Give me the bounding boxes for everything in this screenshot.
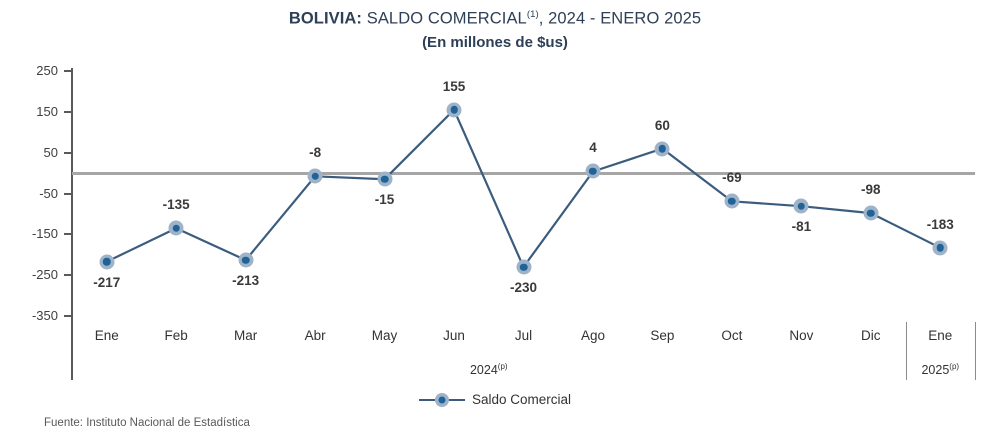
y-axis-tick [64, 315, 72, 317]
data-point-label: -98 [861, 182, 881, 198]
x-axis-group-separator [975, 322, 976, 380]
data-point-label: -213 [232, 273, 260, 289]
data-point-label: -81 [791, 219, 812, 235]
data-point-marker-center [311, 172, 319, 181]
y-axis-tick-label: 250 [36, 63, 58, 78]
data-point-marker-center [241, 256, 250, 264]
data-point-marker-center [658, 144, 667, 153]
y-axis-tick [64, 110, 72, 113]
chart-title-prefix: BOLIVIA: [288, 9, 363, 28]
x-axis-label-dic-11: Dic [861, 328, 881, 343]
data-point-marker[interactable] [307, 168, 323, 184]
data-point-marker[interactable] [238, 252, 254, 268]
data-point-label: -69 [722, 170, 742, 186]
y-axis-tick-label: -150 [31, 226, 58, 242]
data-point-label: -183 [926, 216, 954, 232]
y-axis-tick-label: -50 [39, 185, 58, 201]
data-point-label: 60 [654, 117, 670, 133]
x-axis-label-feb-1: Feb [164, 328, 188, 343]
data-point-marker[interactable] [724, 193, 740, 209]
x-axis-label-oct-9: Oct [721, 328, 743, 343]
data-point-marker[interactable] [654, 141, 670, 157]
data-point-marker-center [867, 209, 875, 217]
y-axis-tick [64, 192, 72, 195]
x-axis-label-may-4: May [371, 328, 398, 343]
chart-subtitle: (En millones de $us) [422, 33, 568, 51]
y-axis-tick-label: -350 [31, 308, 58, 323]
data-point-marker-center [589, 167, 597, 176]
data-point-label: -15 [374, 192, 395, 208]
x-axis-group-label-2024: 2024(p) [469, 362, 508, 378]
data-point-marker-center [797, 202, 806, 210]
legend-label-saldo-comercial: Saldo Comercial [471, 392, 572, 407]
data-point-marker-center [936, 244, 945, 252]
data-point-marker-center [728, 197, 736, 205]
legend: Saldo Comercial [0, 392, 990, 407]
x-axis-label-nov-10: Nov [789, 328, 814, 343]
x-axis-band: Ene Feb Mar Abr May Jun Jul Ago Sep Oct Nov Dic Ene 2… [0, 318, 990, 384]
y-axis-tick-label: -250 [31, 267, 58, 283]
plot-area: -217 -135 -213 -8 -15 155 -230 4 60 -69 -81 -98 -183 [72, 71, 975, 316]
data-point-marker-center [519, 263, 528, 271]
zero-baseline [72, 172, 975, 176]
y-axis-tick [64, 70, 72, 72]
y-axis-tick-label: 50 [43, 144, 58, 160]
x-axis-group-label-2025: 2025(p) [921, 362, 960, 378]
data-point-label: 4 [589, 140, 597, 156]
x-axis-label-mar-2: Mar [234, 328, 258, 343]
source-note: Fuente: Instituto Nacional de Estadístic… [44, 417, 250, 429]
chart-title-superscript: (1) [526, 9, 539, 20]
y-axis-tick [64, 274, 72, 277]
data-point-label: -8 [309, 145, 322, 161]
data-point-label: -135 [162, 197, 190, 213]
data-point-marker[interactable] [516, 259, 531, 275]
data-point-marker-center [450, 106, 458, 114]
chart-title: BOLIVIA: SALDO COMERCIAL(1), 2024 - ENER… [0, 4, 990, 30]
data-point-label: -217 [93, 274, 121, 290]
y-axis-tick [64, 233, 72, 236]
data-point-marker[interactable] [377, 171, 393, 187]
x-axis-label-jul-6: Jul [514, 328, 533, 343]
chart-title-suffix: , 2024 - ENERO 2025 [538, 9, 702, 28]
data-point-label: 155 [442, 78, 466, 94]
y-axis-line [71, 68, 73, 380]
data-point-marker[interactable] [446, 102, 462, 118]
data-point-marker-center [380, 175, 389, 183]
data-point-marker[interactable] [99, 254, 115, 270]
x-axis-label-ene-0: Ene [94, 328, 119, 343]
data-point-marker[interactable] [793, 198, 809, 214]
chart-title-block: BOLIVIA: SALDO COMERCIAL(1), 2024 - ENER… [0, 4, 990, 54]
data-point-marker[interactable] [585, 163, 601, 179]
x-axis-label-ene-12: Ene [928, 328, 953, 343]
x-axis-label-sep-8: Sep [650, 328, 675, 343]
data-point-marker[interactable] [932, 240, 948, 256]
y-axis-tick [64, 151, 72, 154]
x-axis-label-jun-5: Jun [443, 328, 465, 343]
data-point-marker[interactable] [168, 220, 184, 236]
x-axis-label-abr-3: Abr [304, 328, 326, 343]
data-point-label: -230 [509, 280, 538, 295]
x-axis-label-ago-7: Ago [580, 328, 605, 343]
data-point-marker-center [102, 257, 111, 266]
legend-marker-icon [418, 392, 465, 407]
chart-title-main: SALDO COMERCIAL [362, 9, 527, 28]
x-axis-group-separator [905, 322, 907, 380]
y-axis-tick-label: 150 [36, 103, 58, 119]
data-point-marker[interactable] [863, 205, 879, 221]
data-point-marker-center [172, 224, 180, 232]
